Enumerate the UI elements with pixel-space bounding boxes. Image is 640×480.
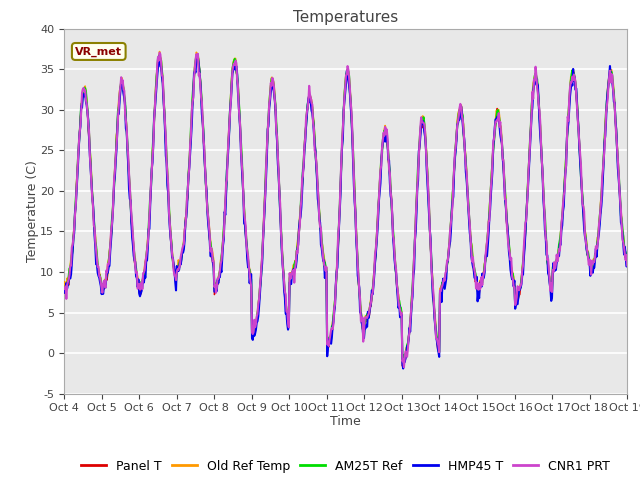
X-axis label: Time: Time <box>330 415 361 428</box>
Title: Temperatures: Temperatures <box>293 10 398 25</box>
Legend: Panel T, Old Ref Temp, AM25T Ref, HMP45 T, CNR1 PRT: Panel T, Old Ref Temp, AM25T Ref, HMP45 … <box>76 455 615 478</box>
Text: VR_met: VR_met <box>76 47 122 57</box>
Y-axis label: Temperature (C): Temperature (C) <box>26 160 39 262</box>
